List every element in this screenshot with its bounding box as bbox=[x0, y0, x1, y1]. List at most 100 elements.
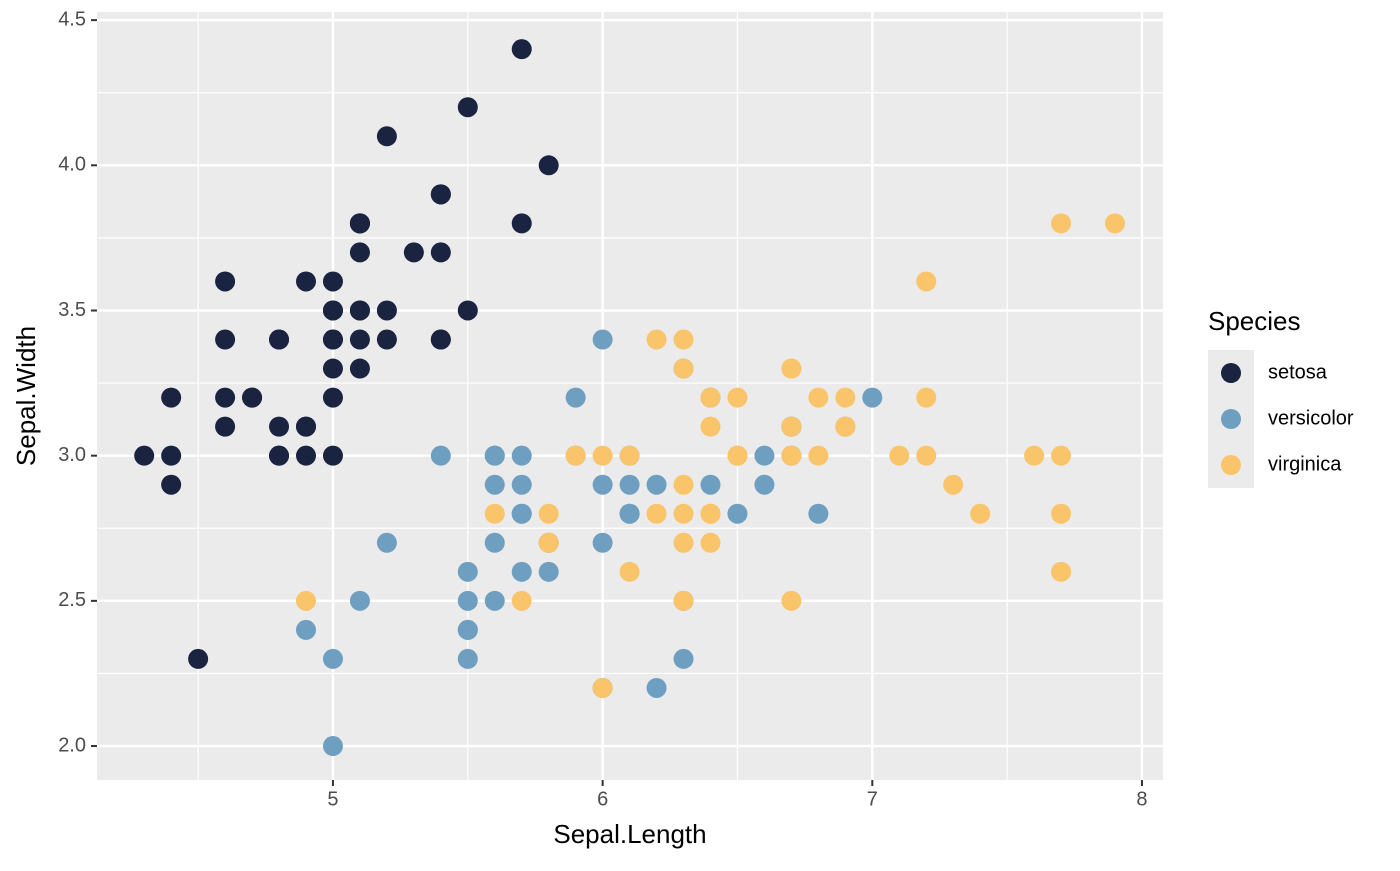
point bbox=[916, 445, 937, 466]
point bbox=[511, 39, 532, 60]
point bbox=[727, 387, 748, 408]
point bbox=[673, 329, 694, 350]
point bbox=[161, 387, 182, 408]
point bbox=[565, 387, 586, 408]
point bbox=[646, 474, 667, 495]
x-axis-title: Sepal.Length bbox=[553, 819, 706, 849]
point bbox=[457, 590, 478, 611]
point bbox=[484, 474, 505, 495]
point bbox=[269, 416, 290, 437]
point bbox=[215, 416, 236, 437]
points bbox=[134, 39, 1125, 757]
point bbox=[322, 358, 343, 379]
point bbox=[457, 648, 478, 669]
point bbox=[916, 271, 937, 292]
point bbox=[943, 474, 964, 495]
legend-title: Species bbox=[1208, 306, 1301, 336]
point bbox=[808, 387, 829, 408]
point bbox=[673, 532, 694, 553]
point bbox=[322, 387, 343, 408]
point bbox=[295, 416, 316, 437]
point bbox=[322, 736, 343, 757]
point bbox=[754, 445, 775, 466]
point bbox=[619, 474, 640, 495]
point bbox=[619, 445, 640, 466]
point bbox=[511, 474, 532, 495]
point bbox=[781, 590, 802, 611]
point bbox=[295, 590, 316, 611]
point bbox=[619, 561, 640, 582]
point bbox=[619, 503, 640, 524]
point bbox=[349, 329, 370, 350]
y-tick-label: 2.0 bbox=[58, 734, 86, 756]
point bbox=[269, 445, 290, 466]
point bbox=[430, 184, 451, 205]
point bbox=[700, 474, 721, 495]
point bbox=[376, 532, 397, 553]
point bbox=[215, 329, 236, 350]
point bbox=[700, 503, 721, 524]
point bbox=[889, 445, 910, 466]
point bbox=[781, 416, 802, 437]
point bbox=[592, 677, 613, 698]
point bbox=[457, 619, 478, 640]
point bbox=[376, 300, 397, 321]
point bbox=[188, 648, 209, 669]
point bbox=[862, 387, 883, 408]
point bbox=[349, 300, 370, 321]
point bbox=[781, 358, 802, 379]
point bbox=[457, 300, 478, 321]
point bbox=[242, 387, 263, 408]
axes: 5 6 7 8 2.0 2.5 3.0 3.5 4.0 4.5 bbox=[58, 8, 1147, 810]
point bbox=[403, 242, 424, 263]
point bbox=[484, 532, 505, 553]
point bbox=[916, 387, 937, 408]
point bbox=[430, 329, 451, 350]
point bbox=[295, 619, 316, 640]
legend-swatch bbox=[1221, 363, 1241, 383]
panel bbox=[97, 12, 1163, 780]
legend: Species setosa versicolor virginica bbox=[1208, 306, 1354, 488]
point bbox=[1051, 561, 1072, 582]
point bbox=[673, 503, 694, 524]
point bbox=[349, 213, 370, 234]
point bbox=[808, 503, 829, 524]
point bbox=[134, 445, 155, 466]
point bbox=[511, 590, 532, 611]
legend-swatch bbox=[1221, 455, 1241, 475]
point bbox=[727, 445, 748, 466]
point bbox=[1051, 213, 1072, 234]
point bbox=[646, 503, 667, 524]
point bbox=[700, 416, 721, 437]
point bbox=[700, 387, 721, 408]
point bbox=[322, 648, 343, 669]
x-tick-label: 5 bbox=[327, 788, 338, 810]
point bbox=[484, 503, 505, 524]
point bbox=[484, 445, 505, 466]
point bbox=[215, 271, 236, 292]
point bbox=[700, 532, 721, 553]
point bbox=[646, 677, 667, 698]
point bbox=[295, 445, 316, 466]
point bbox=[538, 155, 559, 176]
point bbox=[781, 445, 802, 466]
point bbox=[646, 329, 667, 350]
point bbox=[592, 445, 613, 466]
point bbox=[970, 503, 991, 524]
point bbox=[376, 329, 397, 350]
point bbox=[322, 271, 343, 292]
point bbox=[1051, 445, 1072, 466]
point bbox=[322, 329, 343, 350]
point bbox=[484, 590, 505, 611]
point bbox=[511, 213, 532, 234]
x-tick-label: 6 bbox=[597, 788, 608, 810]
point bbox=[215, 387, 236, 408]
point bbox=[349, 242, 370, 263]
point bbox=[511, 503, 532, 524]
point bbox=[322, 445, 343, 466]
point bbox=[511, 445, 532, 466]
y-tick-label: 3.0 bbox=[58, 444, 86, 466]
point bbox=[1051, 503, 1072, 524]
point bbox=[430, 445, 451, 466]
